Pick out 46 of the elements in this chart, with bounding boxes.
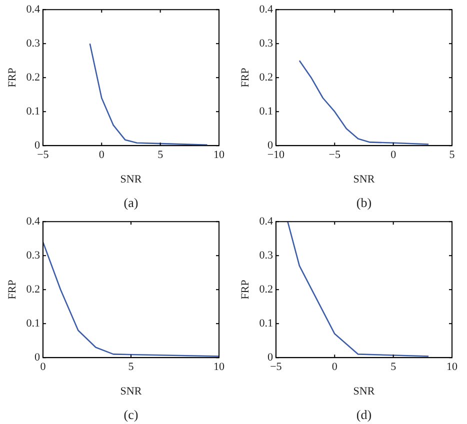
y-tick-label: 0.2 <box>259 283 273 296</box>
y-tick-label: 0.3 <box>26 249 40 262</box>
y-tick-label: 0.2 <box>26 71 40 84</box>
y-tick-label: 0.4 <box>26 215 40 228</box>
x-tick-label: 0 <box>98 149 105 162</box>
text: (c) <box>124 406 138 422</box>
x-tick-label: 5 <box>158 149 164 162</box>
y-tick-label: 0.3 <box>26 37 40 50</box>
x-axis-title: SNR <box>353 173 376 186</box>
x-tick-label: 10 <box>214 149 225 162</box>
y-tick-label: 0.2 <box>259 71 273 84</box>
text: (a) <box>124 194 138 210</box>
y-tick-label: 0.2 <box>26 283 40 296</box>
x-tick-label: −5 <box>328 149 341 162</box>
y-tick-label: 0 <box>34 139 40 152</box>
y-tick-label: 0.3 <box>259 37 274 50</box>
y-axis-title: FRP <box>239 68 252 88</box>
y-tick-label: 0.1 <box>26 317 40 330</box>
y-tick-label: 0 <box>267 351 274 364</box>
x-tick-label: 0 <box>332 361 338 374</box>
x-tick-label: 5 <box>449 149 456 162</box>
x-tick-label: 5 <box>128 361 134 374</box>
text: (b) <box>356 194 372 210</box>
x-tick-label: −10 <box>267 149 286 162</box>
y-tick-label: 0.1 <box>259 317 273 330</box>
x-axis-title: SNR <box>120 385 142 398</box>
y-tick-label: 0.1 <box>259 105 273 118</box>
y-axis-title: FRP <box>6 68 18 88</box>
y-tick-label: 0 <box>34 351 40 364</box>
y-tick-label: 0.3 <box>259 249 274 262</box>
x-axis-title: SNR <box>120 173 142 186</box>
text: (d) <box>356 406 372 422</box>
y-tick-label: 0.1 <box>26 105 40 118</box>
y-axis-title: FRP <box>239 280 252 300</box>
x-axis-title: SNR <box>353 385 376 398</box>
x-tick-label: −5 <box>270 361 282 374</box>
y-tick-label: 0.4 <box>259 3 274 16</box>
x-tick-label: 0 <box>390 149 397 162</box>
y-tick-label: 0 <box>267 139 274 152</box>
x-tick-label: −5 <box>37 149 50 162</box>
x-tick-label: 5 <box>390 361 397 374</box>
y-tick-label: 0.4 <box>259 215 274 228</box>
y-axis-title: FRP <box>6 280 18 300</box>
x-tick-label: 10 <box>214 361 225 374</box>
x-tick-label: 10 <box>446 361 458 374</box>
y-tick-label: 0.4 <box>26 3 40 16</box>
